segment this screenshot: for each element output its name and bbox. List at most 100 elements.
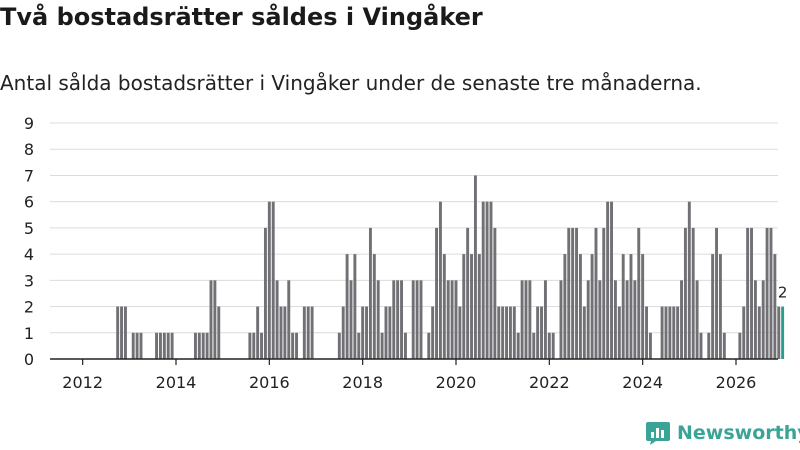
bar <box>625 280 629 359</box>
bar <box>403 332 407 359</box>
bar <box>295 332 299 359</box>
x-tick-label: 2024 <box>622 373 663 392</box>
bar <box>435 227 438 359</box>
y-tick-label: 0 <box>24 350 34 369</box>
bar <box>516 332 520 359</box>
bar <box>773 254 777 359</box>
bar <box>750 227 753 359</box>
bar <box>275 280 279 359</box>
bar <box>691 227 695 359</box>
bar <box>722 332 726 359</box>
x-tick-label: 2026 <box>716 373 757 392</box>
bar <box>769 227 773 359</box>
bar <box>446 280 450 359</box>
bar <box>365 306 369 359</box>
bar <box>524 280 528 359</box>
bar <box>411 280 415 359</box>
bar <box>139 332 143 359</box>
bar <box>116 306 120 359</box>
bar <box>505 306 508 359</box>
bar <box>559 280 563 359</box>
y-tick-label: 4 <box>24 245 34 264</box>
x-tick-label: 2020 <box>436 373 477 392</box>
chart-subtitle: Antal sålda bostadsrätter i Vingåker und… <box>0 71 702 95</box>
bar <box>753 280 757 359</box>
bar <box>131 332 135 359</box>
bar <box>493 227 497 359</box>
bar <box>582 306 586 359</box>
y-tick-label: 9 <box>24 114 34 133</box>
x-tick-label: 2012 <box>62 373 103 392</box>
bar <box>337 332 341 359</box>
bar <box>672 306 676 359</box>
bar <box>450 280 454 359</box>
bar <box>388 306 392 359</box>
y-tick-label: 1 <box>24 324 34 343</box>
bar <box>680 280 683 359</box>
bar <box>699 332 703 359</box>
bar <box>497 306 501 359</box>
bar <box>135 332 139 359</box>
bar <box>586 280 590 359</box>
bar <box>368 227 372 359</box>
bar <box>462 254 466 359</box>
bar <box>485 201 489 359</box>
y-tick-label: 8 <box>24 140 34 159</box>
y-tick-label: 5 <box>24 219 34 238</box>
bar <box>489 201 493 359</box>
bar <box>400 280 404 359</box>
bar <box>438 201 442 359</box>
bar <box>361 306 365 359</box>
bar <box>481 201 485 359</box>
bar <box>260 332 264 359</box>
bar <box>606 201 610 359</box>
bar <box>291 332 295 359</box>
bar <box>641 254 645 359</box>
bar <box>540 306 543 359</box>
bar <box>602 227 606 359</box>
bar <box>458 306 462 359</box>
bar <box>380 332 384 359</box>
y-tick-label: 6 <box>24 193 34 212</box>
bar <box>470 254 473 359</box>
bar <box>757 306 761 359</box>
bar <box>742 306 746 359</box>
bar <box>415 280 419 359</box>
chart-title: Två bostadsrätter såldes i Vingåker <box>0 3 483 31</box>
bar <box>205 332 209 359</box>
bar <box>711 254 715 359</box>
bar <box>473 175 477 359</box>
bar <box>761 280 765 359</box>
bar <box>217 306 221 359</box>
bar <box>664 306 668 359</box>
bar <box>633 280 637 359</box>
bar <box>551 332 555 359</box>
bar <box>578 254 582 359</box>
bar <box>345 254 349 359</box>
bar <box>695 280 699 359</box>
bar <box>508 306 512 359</box>
bar <box>256 306 260 359</box>
bar <box>563 254 567 359</box>
bar <box>648 332 652 359</box>
bar <box>718 254 722 359</box>
bar <box>419 280 423 359</box>
bar <box>123 306 127 359</box>
bar <box>209 280 213 359</box>
bar <box>201 332 205 359</box>
bar <box>466 227 470 359</box>
bar <box>248 332 252 359</box>
bar <box>267 201 271 359</box>
bar <box>617 306 621 359</box>
x-tick-label: 2018 <box>342 373 383 392</box>
bar <box>454 280 458 359</box>
y-tick-label: 2 <box>24 298 34 317</box>
bar <box>158 332 162 359</box>
bar <box>528 280 532 359</box>
bar <box>353 254 357 359</box>
bar <box>287 280 291 359</box>
x-tick-label: 2022 <box>529 373 570 392</box>
bar <box>306 306 310 359</box>
bar <box>501 306 505 359</box>
